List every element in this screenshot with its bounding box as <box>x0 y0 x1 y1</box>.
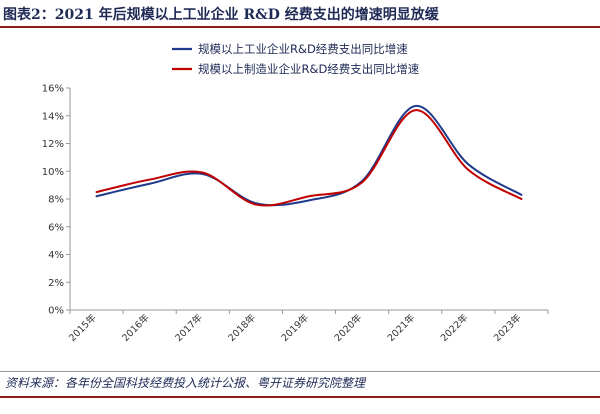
plot-area: 0% 2% 4% 6% 8% 10% 12% 14% 16% 2015年 2016年 2017年 201… <box>42 84 549 344</box>
x-tick-label: 2018年 <box>226 311 259 344</box>
x-tick-label: 2019年 <box>279 311 312 344</box>
line-chart: 规模以上工业企业R&D经费支出同比增速 规模以上制造业企业R&D经费支出同比增速… <box>42 42 549 344</box>
series-line-1 <box>95 105 523 207</box>
x-tick-label: 2017年 <box>173 311 206 344</box>
x-tick-label: 2023年 <box>491 311 524 344</box>
legend-label-series-1: 规模以上工业企业R&D经费支出同比增速 <box>198 42 408 56</box>
y-tick-label: 4% <box>48 250 64 261</box>
source-divider <box>0 371 600 372</box>
title-divider <box>0 26 600 28</box>
source-note: 资料来源：各年份全国科技经费投入统计公报、粤开证券研究院整理 <box>5 376 366 390</box>
x-tick-label: 2021年 <box>385 311 418 344</box>
y-tick-label: 6% <box>48 222 64 233</box>
bottom-divider <box>0 396 600 398</box>
y-tick-label: 16% <box>42 84 64 95</box>
x-tick-label: 2022年 <box>438 311 471 344</box>
legend-label-series-2: 规模以上制造业企业R&D经费支出同比增速 <box>198 62 420 76</box>
legend: 规模以上工业企业R&D经费支出同比增速 规模以上制造业企业R&D经费支出同比增速 <box>172 42 420 76</box>
x-tick-label: 2016年 <box>119 311 152 344</box>
figure-title: 图表2：2021 年后规模以上工业企业 R&D 经费支出的增速明显放缓 <box>3 7 439 23</box>
y-tick-label: 2% <box>48 278 64 289</box>
x-tick-label: 2015年 <box>66 311 99 344</box>
y-tick-label: 0% <box>48 306 64 317</box>
y-tick-label: 10% <box>42 167 64 178</box>
series-line-2 <box>95 109 523 207</box>
x-tick-label: 2020年 <box>332 311 365 344</box>
y-tick-label: 8% <box>48 195 64 206</box>
y-tick-label: 12% <box>42 139 64 150</box>
y-tick-label: 14% <box>42 111 64 122</box>
